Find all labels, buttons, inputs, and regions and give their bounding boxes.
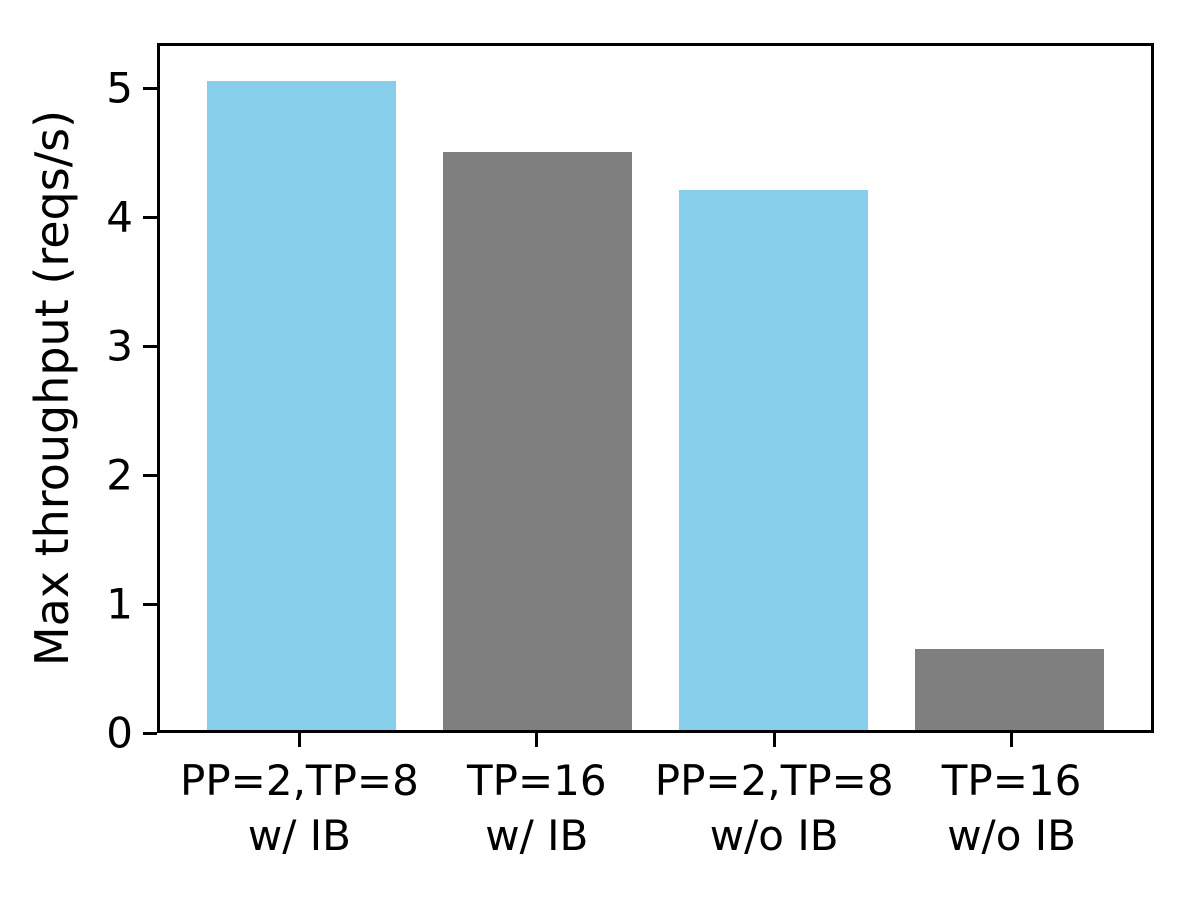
- bar-2: [679, 190, 868, 730]
- bar-0: [207, 80, 396, 730]
- y-tick-mark: [143, 473, 157, 477]
- y-tick-mark: [143, 602, 157, 606]
- y-tick-label: 0: [106, 708, 133, 758]
- y-tick-label: 5: [106, 63, 133, 113]
- x-tick-mark: [297, 733, 301, 747]
- y-tick-mark: [143, 215, 157, 219]
- x-tick-label: TP=16 w/ IB: [466, 756, 607, 860]
- bar-1: [443, 152, 632, 730]
- y-tick-label: 4: [106, 192, 133, 242]
- y-tick-mark: [143, 344, 157, 348]
- y-tick-mark: [143, 86, 157, 90]
- plot-area: [157, 43, 1154, 733]
- bar-3: [915, 649, 1104, 730]
- x-tick-mark: [1010, 733, 1014, 747]
- y-tick-label: 1: [106, 579, 133, 629]
- x-tick-label: PP=2,TP=8 w/o IB: [654, 756, 894, 860]
- x-tick-label: TP=16 w/o IB: [941, 756, 1082, 860]
- x-tick-label: PP=2,TP=8 w/ IB: [180, 756, 419, 860]
- y-tick-label: 2: [106, 450, 133, 500]
- x-tick-mark: [772, 733, 776, 747]
- y-tick-mark: [143, 731, 157, 735]
- x-tick-mark: [535, 733, 539, 747]
- y-tick-label: 3: [106, 321, 133, 371]
